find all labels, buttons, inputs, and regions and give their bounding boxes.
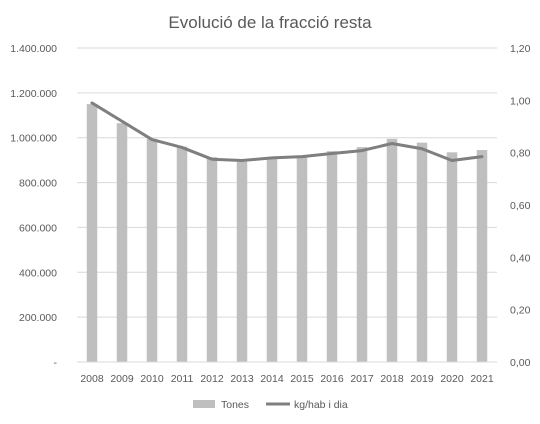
right-tick-label: 0,80 (510, 148, 531, 160)
bar (296, 155, 308, 362)
left-tick-label: 200.000 (19, 312, 57, 324)
x-tick-label: 2013 (230, 373, 254, 385)
left-tick-label: 400.000 (19, 267, 57, 279)
bar (236, 161, 248, 362)
bar (386, 138, 398, 362)
x-axis: 2008 2009 2010 2011 2012 2013 2014 2015 2016 2017… (77, 361, 497, 385)
chart-title: Evolució de la fracció resta (168, 13, 372, 32)
x-tick-label: 2012 (200, 373, 224, 385)
left-tick-label: 800.000 (19, 178, 57, 190)
series-line (90, 101, 484, 163)
right-tick-label: 0,60 (510, 200, 531, 212)
x-tick-label: 2009 (110, 373, 134, 385)
x-tick-label: 2016 (320, 373, 344, 385)
left-tick-label: - (54, 357, 58, 369)
x-tick-label: 2010 (140, 373, 164, 385)
left-tick-label: 1.400.000 (10, 43, 57, 55)
right-tick-label: 1,20 (510, 43, 531, 55)
legend: Tones kg/hab i dia (193, 399, 348, 411)
bar (176, 146, 188, 362)
right-axis: 0,00 0,20 0,40 0,60 0,80 1,00 1,20 (510, 43, 531, 369)
left-axis: - 200.000 400.000 600.000 800.000 1.000.000 1.… (10, 43, 57, 369)
line-series-kg-hab-dia (90, 101, 484, 163)
bar (446, 152, 458, 362)
legend-swatch-tones (193, 400, 215, 408)
x-tick-label: 2020 (440, 373, 464, 385)
right-tick-label: 0,00 (510, 357, 531, 369)
legend-label-kg-hab-dia: kg/hab i dia (294, 399, 348, 411)
left-tick-label: 1.000.000 (10, 133, 57, 145)
bar (116, 123, 128, 362)
bar (206, 157, 218, 362)
bar-series-tones (86, 104, 488, 363)
bar (356, 147, 368, 362)
bar (266, 159, 278, 362)
x-tick-label: 2015 (290, 373, 314, 385)
bar (146, 138, 158, 362)
gridlines (77, 47, 497, 363)
bar (416, 142, 428, 362)
x-tick-label: 2017 (350, 373, 374, 385)
right-tick-label: 0,20 (510, 305, 531, 317)
bar (86, 104, 98, 363)
bar (326, 151, 338, 362)
left-tick-label: 1.200.000 (10, 88, 57, 100)
x-tick-label: 2021 (470, 373, 494, 385)
left-tick-label: 600.000 (19, 222, 57, 234)
x-tick-label: 2008 (80, 373, 104, 385)
x-tick-label: 2019 (410, 373, 434, 385)
right-tick-label: 0,40 (510, 252, 531, 264)
x-tick-label: 2018 (380, 373, 404, 385)
legend-label-tones: Tones (221, 399, 249, 411)
x-tick-label: 2014 (260, 373, 284, 385)
right-tick-label: 1,00 (510, 95, 531, 107)
bar (476, 150, 488, 362)
x-tick-label: 2011 (171, 373, 194, 385)
